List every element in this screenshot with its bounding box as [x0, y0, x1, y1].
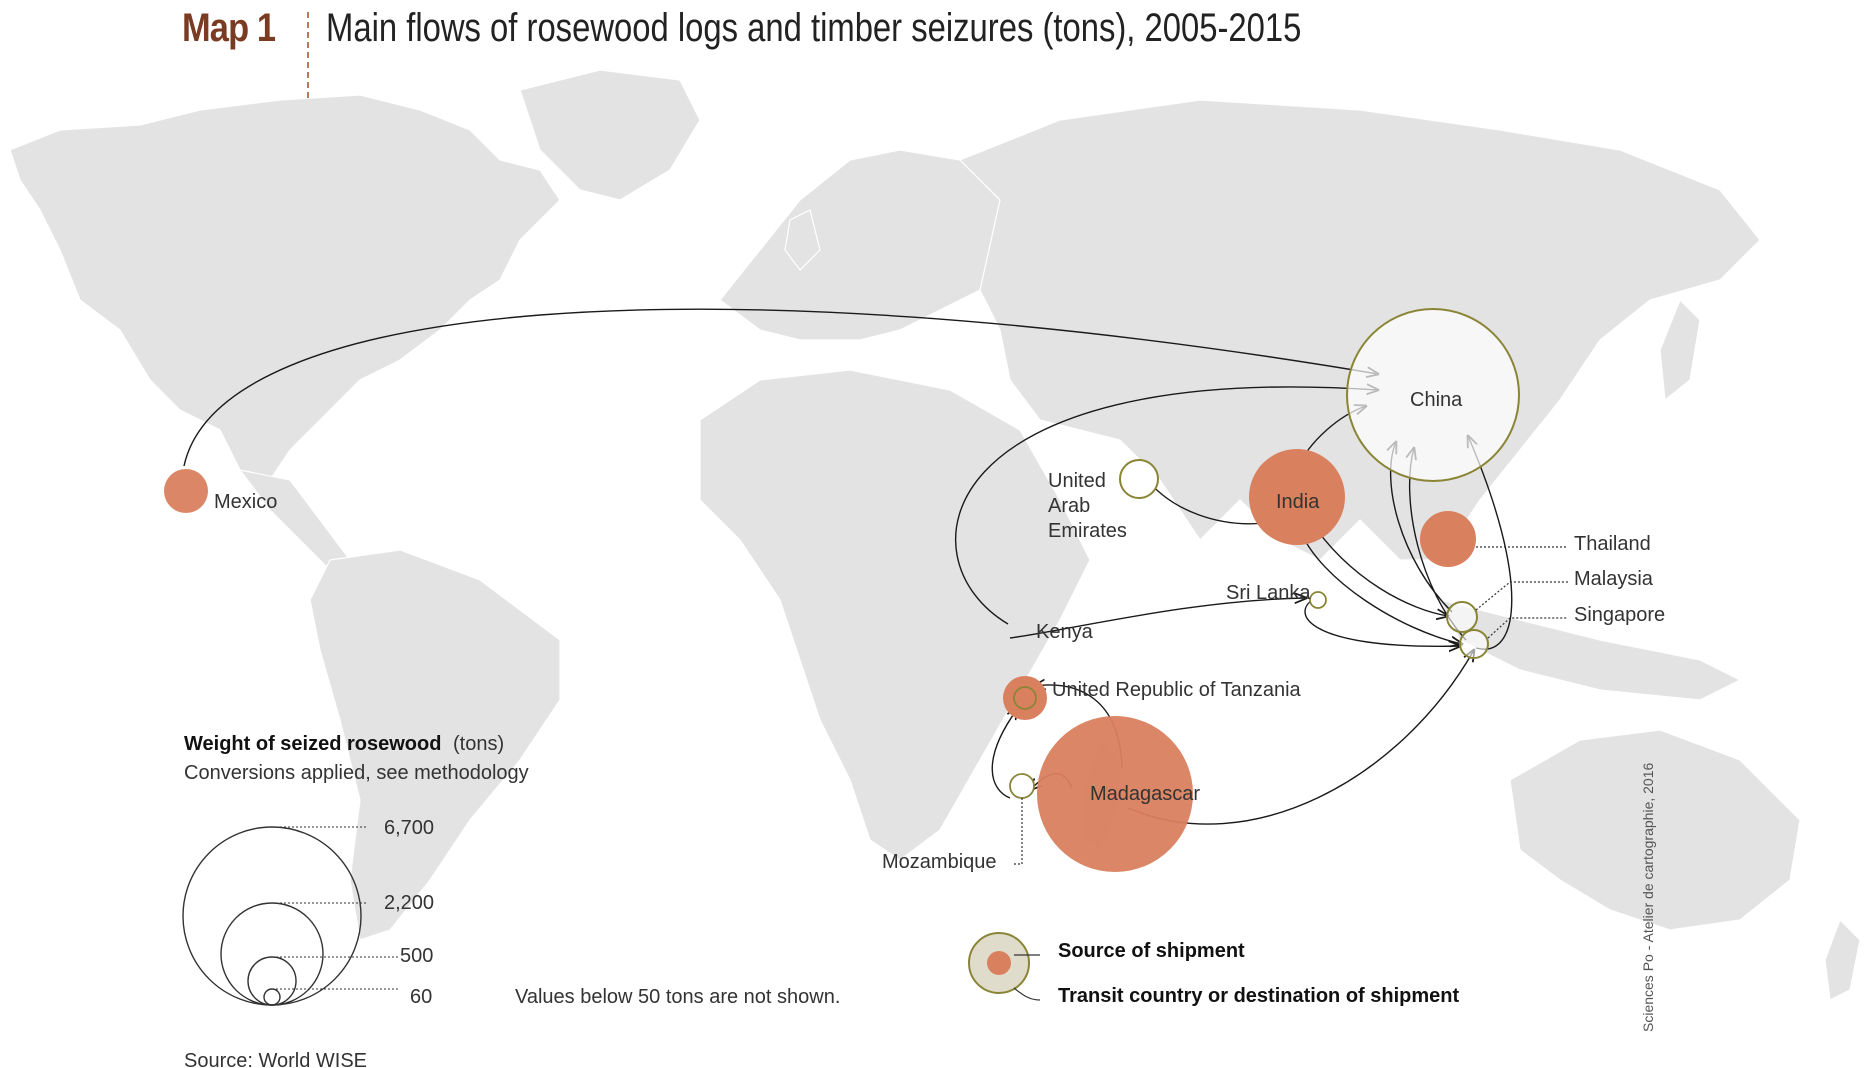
label-sri-lanka: Sri Lanka [1226, 582, 1311, 604]
legend-value-60: 60 [410, 986, 432, 1008]
circle-malaysia [1446, 601, 1478, 633]
type-legend-source-label: Source of shipment [1058, 940, 1245, 962]
seizure-circles [164, 308, 1520, 872]
flow-kenya-srilanka [1009, 598, 1306, 639]
label-mexico: Mexico [214, 491, 277, 513]
threshold-note: Values below 50 tons are not shown. [515, 986, 840, 1008]
legend-value-6700: 6,700 [384, 817, 434, 839]
south-america [309, 549, 561, 941]
type-legend-transit-label: Transit country or destination of shipme… [1058, 985, 1459, 1007]
africa [699, 369, 1091, 861]
uk [784, 209, 821, 271]
flow-tanzania-china [955, 387, 1378, 625]
circle-uae [1119, 459, 1159, 499]
flow-india-singapore [1299, 529, 1462, 644]
label-tanzania: United Republic of Tanzania [1052, 679, 1302, 701]
circle-india [1249, 449, 1345, 545]
svg-text:Weight of seized rosewood: Weight of seized rosewood (tons) [184, 733, 504, 755]
circle-mozambique [1009, 773, 1035, 799]
legend-value-500: 500 [400, 945, 433, 967]
new-zealand [1824, 918, 1861, 1001]
type-legend: Source of shipment Transit country or de… [968, 932, 1459, 1007]
europe [719, 149, 1011, 341]
label-mozambique: Mozambique [882, 851, 997, 873]
label-singapore: Singapore [1574, 604, 1665, 626]
leader-singapore [1487, 617, 1568, 639]
label-china: China [1410, 389, 1463, 411]
size-legend-title: Weight of seized rosewood [184, 733, 441, 755]
label-kenya: Kenya [1036, 621, 1094, 643]
southeast-asia-islands [1438, 599, 1742, 701]
circle-china [1346, 308, 1520, 482]
circle-madagascar [1037, 716, 1193, 872]
size-legend-subtitle: Conversions applied, see methodology [184, 762, 529, 784]
country-labels: Mexico China India United Arab Emirates … [214, 389, 1665, 873]
type-legend-leader-transit [1013, 987, 1041, 1001]
source-note: Source: World WISE [184, 1050, 367, 1068]
flow-mozambique-tanzania [991, 708, 1018, 799]
leader-mozambique [1012, 798, 1023, 865]
legend-circle-2200 [220, 902, 324, 1006]
flow-india-malaysia [1309, 519, 1448, 616]
japan [1659, 298, 1701, 402]
label-malaysia: Malaysia [1574, 568, 1654, 590]
north-america [9, 94, 561, 481]
label-uae-1: United [1048, 470, 1106, 492]
central-america [238, 469, 351, 571]
asia [958, 99, 1761, 561]
legend-circle-6700 [182, 826, 362, 1006]
legend-circle-500 [247, 956, 297, 1006]
circle-srilanka [1309, 591, 1327, 609]
label-madagascar: Madagascar [1090, 783, 1200, 805]
page-title: Main flows of rosewood logs and timber s… [326, 6, 1302, 50]
circle-thailand [1420, 511, 1476, 567]
land-masses [9, 69, 1861, 1001]
circle-mexico [164, 469, 208, 513]
leader-malaysia [1475, 581, 1568, 611]
australia [1509, 729, 1801, 931]
credit-line: Sciences Po - Atelier de cartographie, 2… [1640, 762, 1656, 1032]
label-uae-2: Arab [1048, 495, 1090, 517]
circle-tanzania-ring [1013, 686, 1037, 710]
legend-value-2200: 2,200 [384, 892, 434, 914]
flow-mexico-china [183, 308, 1378, 467]
greenland [519, 69, 701, 201]
flow-srilanka-singapore [1304, 597, 1460, 646]
type-legend-source-symbol [987, 951, 1011, 975]
label-uae-3: Emirates [1048, 520, 1127, 542]
circle-singapore [1459, 629, 1489, 659]
legend-circle-60 [263, 988, 281, 1006]
circle-tanzania [1003, 676, 1047, 720]
leader-lines [1012, 546, 1568, 865]
flow-singapore-china-east [1468, 436, 1513, 650]
size-legend-unit: (tons) [453, 733, 504, 755]
map-number-label: Map 1 [182, 6, 276, 50]
size-legend: Weight of seized rosewood (tons) Convers… [182, 733, 529, 1008]
label-thailand: Thailand [1574, 533, 1651, 555]
label-india: India [1276, 491, 1320, 513]
title-divider [307, 12, 309, 98]
